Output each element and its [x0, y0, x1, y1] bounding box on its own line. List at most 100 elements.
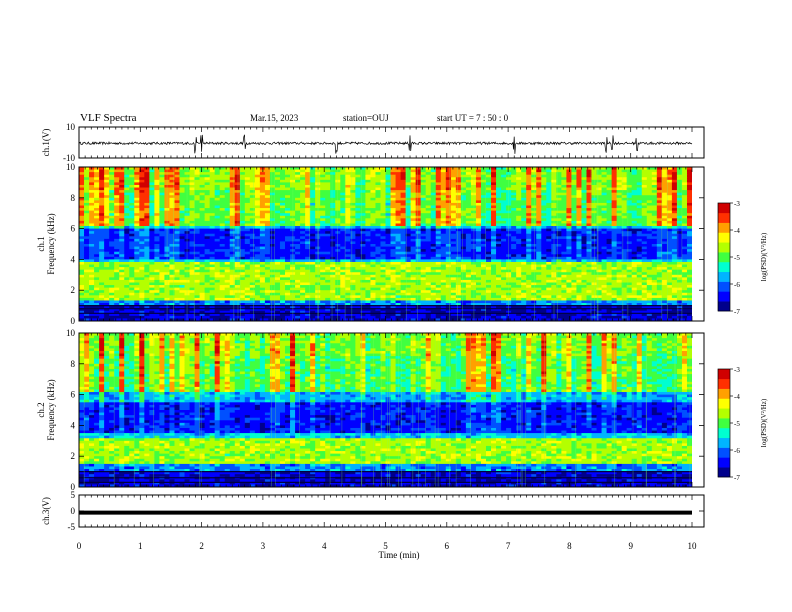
spectrogram-cell: [139, 310, 145, 314]
spectrogram-cell: [104, 282, 130, 286]
spectrogram-cell: [204, 177, 211, 181]
spectrogram-cell: [686, 184, 693, 188]
spectrogram-cell: [254, 192, 266, 196]
spectrogram-cell: [445, 231, 452, 235]
spectrogram-cell: [666, 172, 673, 176]
spectrogram-cell: [169, 177, 175, 181]
spectrogram-cell: [686, 177, 693, 181]
spectrogram-cell: [84, 292, 90, 296]
spectrogram-cell: [475, 200, 482, 204]
spectrogram-cell: [264, 233, 271, 237]
spectrogram-cell: [470, 272, 477, 276]
spectrogram-cell: [496, 274, 502, 278]
spectrogram-cell: [440, 167, 447, 170]
spectrogram-cell: [84, 195, 90, 199]
spectrogram-cell: [254, 210, 261, 214]
spectrogram-cell: [355, 254, 366, 258]
spectrogram-cell: [616, 300, 653, 304]
spectrogram-cell: [611, 202, 618, 206]
spectrogram-cell: [144, 315, 170, 319]
spectrogram-cell: [375, 190, 381, 194]
spectrogram-cell: [249, 195, 256, 199]
spectrogram-cell: [159, 251, 165, 255]
spectrogram-cell: [144, 295, 195, 299]
spectrogram-cell: [480, 210, 487, 214]
spectrogram-cell: [144, 208, 150, 212]
spectrogram-cell: [104, 202, 110, 206]
spectrogram-cell: [686, 274, 693, 278]
spectrogram-cell: [264, 277, 271, 281]
spectrogram-cell: [395, 236, 401, 240]
spectrogram-cell: [616, 295, 628, 299]
spectrogram-cell: [370, 231, 386, 235]
spectrogram-cell: [194, 223, 221, 227]
spectrogram-cell: [460, 184, 467, 188]
spectrogram-cell: [370, 223, 381, 227]
spectrogram-cell: [129, 313, 140, 317]
spectrogram-cell: [79, 310, 85, 314]
spectrogram-cell: [104, 251, 110, 255]
spectrogram-cell: [179, 187, 185, 191]
spectrogram-cell: [340, 261, 346, 265]
spectrogram-cell: [501, 285, 512, 289]
spectrogram-cell: [174, 238, 180, 242]
spectrogram-cell: [139, 300, 145, 304]
spectrogram-cell: [114, 274, 120, 278]
spectrogram-cell: [571, 174, 577, 178]
spectrogram-cell: [475, 174, 482, 178]
spectrogram-cell: [506, 254, 512, 258]
spectrogram-cell: [109, 295, 115, 299]
spectrogram-cell: [491, 190, 497, 194]
spectrogram-cell: [305, 228, 311, 232]
spectrogram-cell: [571, 187, 577, 191]
spectrogram-cell: [249, 241, 261, 245]
spectrogram-cell: [611, 261, 618, 265]
spectrogram-cell: [279, 308, 286, 312]
spectrogram-cell: [676, 297, 683, 301]
spectrogram-cell: [305, 238, 311, 242]
spectrogram-cell: [536, 205, 542, 209]
spectrogram-cell: [360, 223, 366, 227]
spectrogram-cell: [305, 200, 311, 204]
spectrogram-cell: [144, 241, 150, 245]
spectrogram-cell: [536, 241, 542, 245]
spectrogram-cell: [194, 200, 200, 204]
spectrogram-cell: [460, 174, 472, 178]
spectrogram-cell: [345, 179, 356, 183]
spectrogram-cell: [360, 300, 366, 304]
spectrogram-cell: [194, 259, 206, 263]
spectrogram-cell: [234, 246, 241, 250]
spectrogram-cell: [616, 226, 623, 229]
spectrogram-cell: [516, 313, 522, 317]
spectrogram-cell: [671, 274, 683, 278]
spectrogram-cell: [430, 182, 437, 186]
spectrogram-cell: [385, 177, 391, 181]
spectrogram-cell: [209, 174, 231, 178]
spectrogram-cell: [470, 313, 492, 317]
spectrogram-cell: [169, 310, 185, 314]
spectrogram-cell: [310, 205, 316, 209]
spectrogram-cell: [129, 197, 135, 201]
spectrogram-cell: [279, 261, 291, 265]
spectrogram-cell: [531, 213, 537, 217]
spectrogram-cell: [380, 179, 386, 183]
spectrogram-cell: [440, 172, 447, 176]
spectrogram-cell: [295, 179, 301, 183]
spectrogram-cell: [390, 190, 406, 194]
spectrogram-cell: [671, 208, 678, 212]
spectrogram-cell: [641, 277, 648, 281]
spectrogram-cell: [656, 292, 683, 296]
spectrogram-cell: [656, 220, 663, 224]
spectrogram-cell: [219, 192, 231, 196]
spectrogram-cell: [174, 202, 180, 206]
spectrogram-cell: [154, 208, 160, 212]
spectrogram-cell: [470, 195, 477, 199]
spectrogram-cell: [164, 195, 180, 199]
spectrogram-cell: [606, 264, 612, 268]
spectrogram-cell: [234, 269, 246, 273]
spectrogram-cell: [184, 254, 200, 258]
spectrogram-cell: [541, 220, 552, 224]
spectrogram-cell: [269, 303, 276, 306]
spectrogram-cell: [380, 244, 406, 247]
spectrogram-cell: [335, 172, 356, 176]
